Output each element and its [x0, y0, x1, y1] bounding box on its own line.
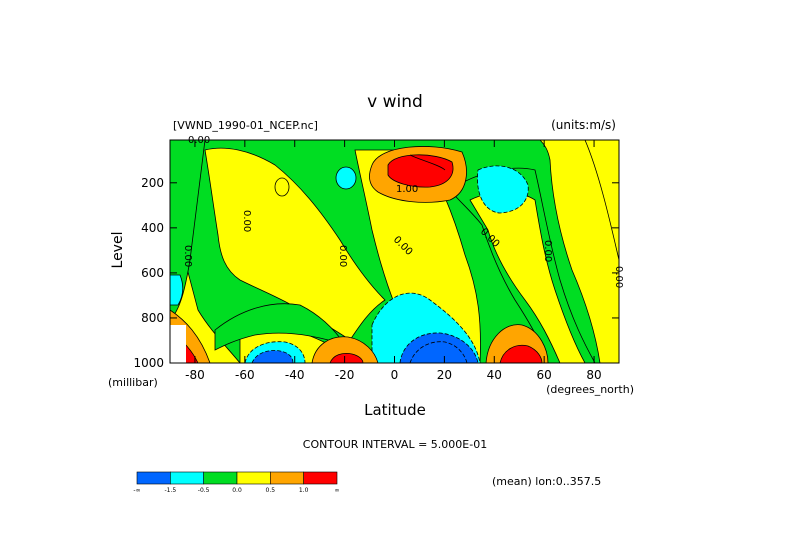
legend-label: 1.0	[299, 487, 309, 494]
legend-swatch	[236, 471, 271, 485]
contour-line-3	[409, 341, 468, 363]
region-cyan-north	[477, 165, 529, 214]
y-tick-label: 600	[141, 266, 164, 280]
contour-label: 0.00	[337, 245, 348, 267]
contour-interval: CONTOUR INTERVAL = 5.000E-01	[303, 438, 487, 451]
legend-swatch	[303, 471, 338, 485]
x-tick-label: -20	[335, 368, 355, 382]
color-legend: -∞ -1.5 -0.5 0.0 0.5 1.0 ∞	[133, 471, 340, 494]
contour-label: 0.00	[542, 240, 553, 262]
contour-label: 0.00	[241, 210, 252, 232]
region-missing-edge	[170, 325, 186, 363]
contour-label: 0.00	[182, 245, 193, 267]
region-red-jet	[387, 154, 454, 188]
plot-area	[170, 140, 619, 363]
y-tick-label: 800	[141, 311, 164, 325]
y-axis-label: Level	[110, 232, 126, 269]
region-red-south-2	[499, 344, 543, 363]
y-tick-label: 1000	[133, 356, 164, 370]
region-red-south-1	[329, 353, 364, 363]
x-tick-label: 40	[487, 368, 502, 382]
y-axis-units: (millibar)	[108, 376, 158, 389]
y-tick-label: 400	[141, 221, 164, 235]
legend-label: ∞	[335, 487, 340, 494]
chart-title: v wind	[367, 92, 423, 112]
region-yellow-spot	[274, 177, 290, 197]
legend-swatch	[136, 471, 171, 485]
x-tick-label: -60	[235, 368, 255, 382]
y-axis: 200 400 600 800 1000	[133, 176, 619, 370]
legend-swatch	[203, 471, 238, 485]
region-cyan-edge	[170, 274, 184, 306]
units-label: (units:m/s)	[551, 118, 616, 132]
legend-label: 0.0	[232, 487, 242, 494]
contour-line	[584, 140, 619, 261]
region-orange-south-1	[311, 336, 379, 363]
contour-line-2	[409, 154, 446, 171]
legend-label: -1.5	[164, 487, 176, 494]
x-tick-label: -80	[185, 368, 205, 382]
x-axis-units: (degrees_north)	[546, 383, 634, 396]
legend-swatch	[170, 471, 204, 485]
x-axis-label: Latitude	[364, 401, 426, 419]
file-label: [VWND_1990-01_NCEP.nc]	[173, 119, 318, 132]
x-axis: -80 -60 -40 -20 0 20 40 60 80	[185, 140, 602, 382]
x-tick-label: 80	[586, 368, 601, 382]
x-tick-label: 0	[391, 368, 399, 382]
legend-swatch	[270, 471, 304, 485]
mean-longitude-label: (mean) lon:0..357.5	[492, 475, 601, 488]
legend-label: -∞	[133, 487, 140, 494]
x-tick-label: -40	[285, 368, 305, 382]
region-cyan-spot-1	[335, 166, 357, 190]
legend-label: 0.5	[266, 487, 276, 494]
region-blue-south	[399, 332, 479, 363]
x-tick-label: 20	[437, 368, 452, 382]
region-yellow-north	[405, 140, 619, 363]
region-blue-south-left	[251, 350, 294, 363]
x-tick-label: 60	[537, 368, 552, 382]
region-yellow-north-2	[469, 192, 586, 363]
contour-label: 1.00	[396, 184, 418, 195]
y-tick-label: 200	[141, 176, 164, 190]
legend-label: -0.5	[198, 487, 210, 494]
